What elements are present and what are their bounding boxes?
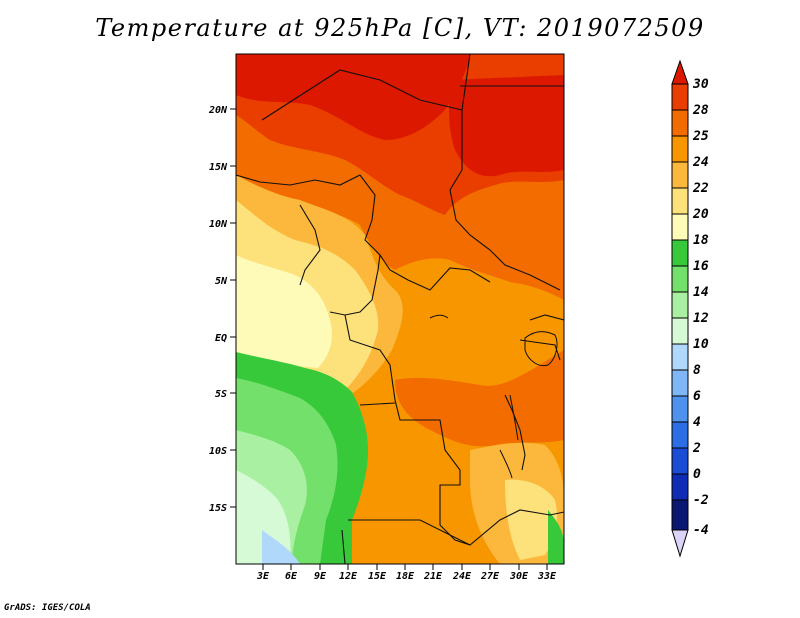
lat-tick-m5: 5S xyxy=(215,389,236,400)
lon-label-12e: 12E xyxy=(339,571,358,582)
colorbar-segment-14 xyxy=(671,447,689,475)
colorbar-label-14: 14 xyxy=(693,285,709,300)
colorbar-label-18: 18 xyxy=(693,233,709,248)
colorbar-segment-1 xyxy=(671,109,689,137)
lon-label-21e: 21E xyxy=(423,571,443,582)
country-borders xyxy=(236,54,564,564)
lon-tick-12: 12E xyxy=(339,564,358,582)
lat-label-20n: 20N xyxy=(208,105,228,116)
colorbar-label-2: 2 xyxy=(692,441,701,456)
colorbar-label-30: 30 xyxy=(692,77,709,92)
colorbar-segment-15 xyxy=(671,473,689,501)
colorbar-label-m4: -4 xyxy=(693,523,709,538)
lon-tick-33: 33E xyxy=(537,564,557,582)
colorbar-label-20: 20 xyxy=(692,207,709,222)
lon-tick-3: 3E xyxy=(256,564,270,582)
lat-tick-m15: 15S xyxy=(209,503,236,514)
colorbar-segment-8 xyxy=(671,291,689,319)
lon-tick-9: 9E xyxy=(314,564,327,582)
colorbar-segment-4 xyxy=(671,187,689,215)
lat-tick-20: 20N xyxy=(208,105,236,116)
colorbar-label-28: 28 xyxy=(692,103,709,118)
lat-tick-0: EQ xyxy=(215,333,236,344)
colorbar-label-12: 12 xyxy=(693,311,709,326)
colorbar-label-4: 4 xyxy=(693,415,701,430)
contour-25-south xyxy=(395,350,564,447)
colorbar-segment-10 xyxy=(671,343,689,371)
lon-tick-18: 18E xyxy=(396,564,415,582)
colorbar-segment-2 xyxy=(671,135,689,163)
colorbar-segment-3 xyxy=(671,161,689,189)
contour-20-southeast xyxy=(505,479,557,560)
colorbar-segment-12 xyxy=(671,395,689,423)
lat-label-5n: 5N xyxy=(215,276,228,287)
lon-tick-24: 24E xyxy=(452,564,472,582)
lat-label-5s: 5S xyxy=(215,389,227,400)
lon-label-33e: 33E xyxy=(537,571,557,582)
lat-tick-5: 5N xyxy=(215,276,236,287)
colorbar-segment-6 xyxy=(671,239,689,267)
colorbar-label-8: 8 xyxy=(693,363,701,378)
colorbar-top-arrow xyxy=(671,59,689,85)
colorbar-label-6: 6 xyxy=(693,389,701,404)
contour-8 xyxy=(262,530,300,564)
colorbar-label-16: 16 xyxy=(693,259,709,274)
lon-label-9e: 9E xyxy=(314,571,327,582)
map-title: Temperature at 925hPa [C], VT: 201907250… xyxy=(95,14,705,42)
lon-label-27e: 27E xyxy=(480,571,500,582)
contour-16-southeast xyxy=(548,510,564,564)
lon-tick-6: 6E xyxy=(285,564,298,582)
lon-label-15e: 15E xyxy=(368,571,387,582)
lakes xyxy=(429,314,558,479)
map-frame xyxy=(235,53,565,565)
colorbar-label-0: 0 xyxy=(693,467,701,482)
temperature-field xyxy=(236,54,564,564)
colorbar-label-22: 22 xyxy=(692,181,709,196)
lat-tick-m10: 10S xyxy=(209,446,236,457)
lon-tick-15: 15E xyxy=(368,564,387,582)
colorbar-segment-7 xyxy=(671,265,689,293)
contour-30-a xyxy=(236,54,470,140)
colorbar: 30 28 25 24 22 20 18 16 14 12 10 8 6 4 2… xyxy=(671,59,709,558)
grads-credit: GrADS: IGES/COLA xyxy=(4,603,91,613)
contour-18 xyxy=(236,255,332,368)
colorbar-label-24: 24 xyxy=(692,155,709,170)
lat-label-10n: 10N xyxy=(209,219,228,230)
lon-tick-30: 30E xyxy=(509,564,529,582)
lon-label-30e: 30E xyxy=(509,571,529,582)
lat-tick-15: 15N xyxy=(209,162,236,173)
colorbar-segment-9 xyxy=(671,317,689,345)
lat-tick-10: 10N xyxy=(209,219,236,230)
contour-30-b xyxy=(448,75,564,177)
lon-label-24e: 24E xyxy=(452,571,472,582)
lat-label-15s: 15S xyxy=(209,503,227,514)
contour-10 xyxy=(236,470,291,564)
lat-label-15n: 15N xyxy=(209,162,228,173)
colorbar-segment-11 xyxy=(671,369,689,397)
lon-label-6e: 6E xyxy=(285,571,298,582)
colorbar-segment-16 xyxy=(671,499,689,531)
lon-tick-21: 21E xyxy=(423,564,443,582)
colorbar-bottom-arrow xyxy=(671,529,689,558)
lon-label-18e: 18E xyxy=(396,571,415,582)
colorbar-label-25: 25 xyxy=(692,129,709,144)
colorbar-segment-5 xyxy=(671,213,689,241)
lat-axis: 20N 15N 10N 5N EQ 5S 10S 15S xyxy=(208,105,236,514)
lon-label-3e: 3E xyxy=(256,571,270,582)
lat-label-10s: 10S xyxy=(209,446,227,457)
colorbar-segment-13 xyxy=(671,421,689,449)
lon-axis: 3E 6E 9E 12E 15E 18E 21E 24E 27E 30E 33E xyxy=(256,564,557,582)
colorbar-label-10: 10 xyxy=(693,337,709,352)
lon-tick-27: 27E xyxy=(480,564,500,582)
colorbar-segment-0 xyxy=(671,83,689,111)
lat-label-eq: EQ xyxy=(215,333,227,344)
colorbar-label-m2: -2 xyxy=(693,493,709,508)
